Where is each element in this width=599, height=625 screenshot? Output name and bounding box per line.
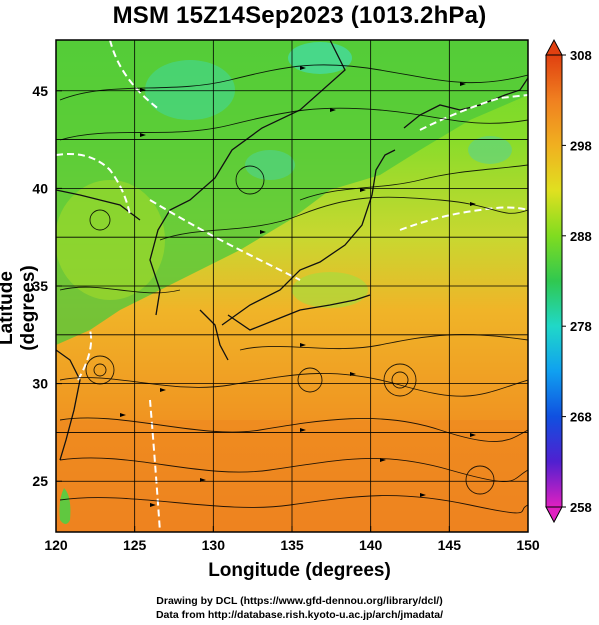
x-tick-label: 130	[202, 537, 226, 553]
map-figure: 120 125 130 135 140 145 150 25 30 35 40 45 308 298 2…	[32, 38, 592, 553]
grid-lines	[56, 40, 528, 532]
colorbar-tick-label: 308	[570, 48, 592, 63]
y-tick-label: 35	[32, 278, 48, 294]
x-axis-ticks: 120 125 130 135 140 145 150	[44, 526, 540, 553]
chart-title: MSM 15Z14Sep2023 (1013.2hPa)	[112, 2, 487, 29]
y-tick-label: 25	[32, 473, 48, 489]
x-tick-label: 150	[516, 537, 540, 553]
colorbar-top-arrow	[545, 38, 563, 56]
streamline-arrows	[120, 66, 476, 507]
y-axis-ticks: 25 30 35 40 45	[32, 83, 62, 489]
y-tick-label: 40	[32, 180, 48, 196]
colorbar-tick-label: 288	[570, 229, 592, 244]
y-tick-label: 45	[32, 83, 48, 99]
x-tick-label: 145	[438, 537, 462, 553]
x-tick-label: 120	[44, 537, 68, 553]
colorbar-tick-label: 268	[570, 410, 592, 425]
colorbar-tick-label: 278	[570, 319, 592, 334]
wind-streamlines	[59, 64, 528, 514]
y-tick-label: 30	[32, 376, 48, 392]
x-tick-label: 140	[359, 537, 383, 553]
x-tick-label: 125	[123, 537, 147, 553]
x-tick-label: 135	[280, 537, 304, 553]
colorbar-tick-label: 298	[570, 138, 592, 153]
x-axis-label: Longitude (degrees)	[208, 560, 391, 581]
isotherm-contours	[56, 40, 528, 532]
credit-data: Data from http://database.rish.kyoto-u.a…	[155, 609, 444, 621]
colorbar-tick-label: 258	[570, 500, 592, 515]
y-axis-label: Latitude (degrees)	[0, 265, 39, 351]
colorbar: 308 298 288 278 268 258	[545, 38, 592, 524]
credit-drawing: Drawing by DCL (https://www.gfd-dennou.o…	[156, 595, 443, 607]
colorbar-bottom-arrow	[545, 506, 563, 524]
